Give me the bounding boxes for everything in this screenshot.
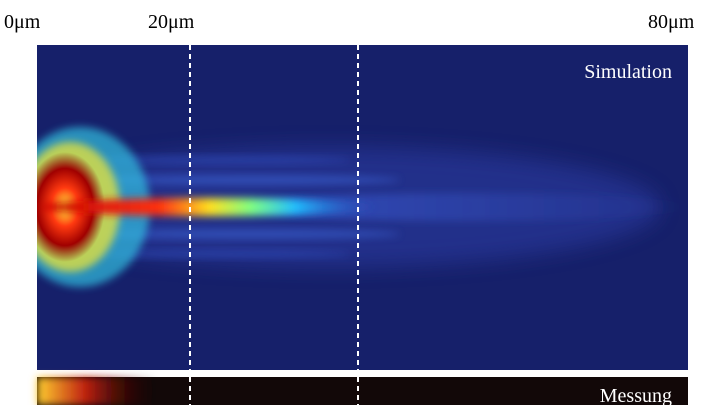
panel-label: Simulation [584, 61, 672, 83]
scale-label: 0μm [4, 11, 41, 33]
measurement-beam [37, 377, 157, 405]
beam [37, 127, 688, 287]
scale-label: 80μm [648, 11, 695, 33]
panel-label: Messung [600, 385, 672, 405]
scale-label: 20μm [148, 11, 195, 33]
